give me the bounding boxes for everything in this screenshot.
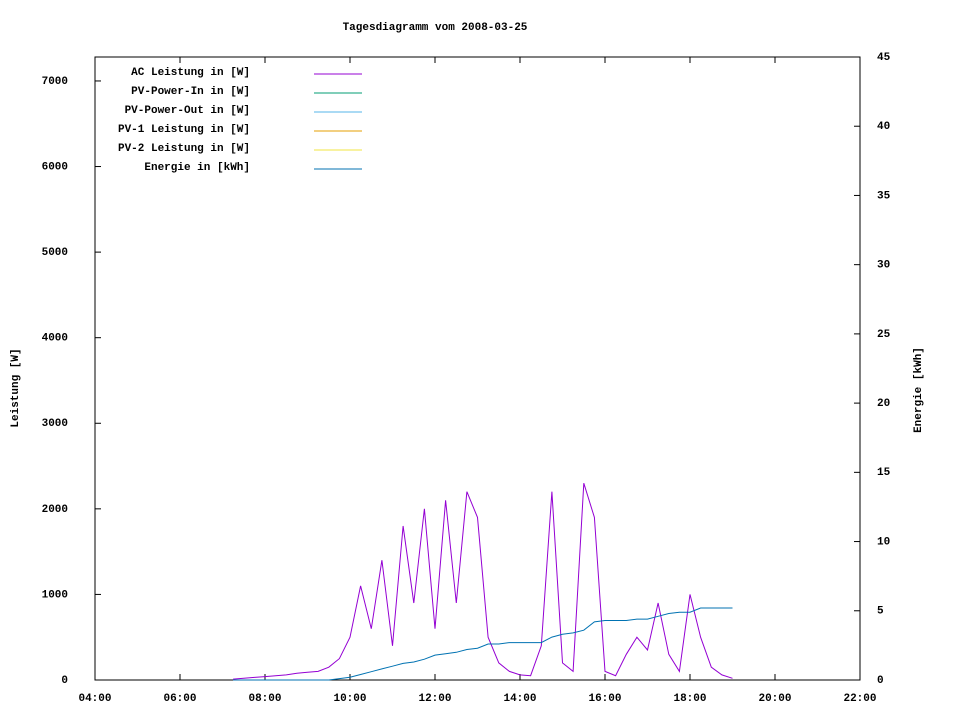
y2-tick-label: 0 <box>877 675 884 687</box>
x-tick-label: 10:00 <box>333 693 366 705</box>
y-tick-label: 5000 <box>42 247 68 259</box>
y2-tick-label: 30 <box>877 260 890 272</box>
chart-title: Tagesdiagramm vom 2008-03-25 <box>343 22 528 34</box>
y2-tick-label: 35 <box>877 190 891 202</box>
legend-label: AC Leistung in [W] <box>131 67 250 79</box>
y2-tick-label: 20 <box>877 398 890 410</box>
y2-tick-label: 45 <box>877 52 891 64</box>
x-tick-label: 14:00 <box>503 693 536 705</box>
y-axis-label: Leistung [W] <box>10 348 22 427</box>
x-tick-label: 08:00 <box>248 693 281 705</box>
y-tick-label: 3000 <box>42 418 68 430</box>
x-tick-label: 20:00 <box>758 693 791 705</box>
y-tick-label: 4000 <box>42 333 68 345</box>
y2-tick-label: 5 <box>877 606 884 618</box>
y-tick-label: 7000 <box>42 76 68 88</box>
x-tick-label: 04:00 <box>78 693 111 705</box>
y-tick-label: 2000 <box>42 504 68 516</box>
legend-label: PV-1 Leistung in [W] <box>118 124 250 136</box>
y-tick-label: 0 <box>61 675 68 687</box>
legend-label: Energie in [kWh] <box>144 162 250 174</box>
y2-axis-label: Energie [kWh] <box>913 347 925 433</box>
x-tick-label: 22:00 <box>843 693 876 705</box>
y2-tick-label: 40 <box>877 121 890 133</box>
y2-tick-label: 15 <box>877 467 891 479</box>
x-tick-label: 06:00 <box>163 693 196 705</box>
x-tick-label: 16:00 <box>588 693 621 705</box>
legend-label: PV-Power-Out in [W] <box>125 105 250 117</box>
legend-label: PV-Power-In in [W] <box>131 86 250 98</box>
x-tick-label: 12:00 <box>418 693 451 705</box>
y-tick-label: 1000 <box>42 589 68 601</box>
plot-frame <box>94 56 861 681</box>
series-line <box>233 483 733 680</box>
y-tick-label: 6000 <box>42 161 68 173</box>
legend-label: PV-2 Leistung in [W] <box>118 143 250 155</box>
y2-tick-label: 25 <box>877 329 891 341</box>
y2-tick-label: 10 <box>877 536 890 548</box>
series-line <box>233 607 733 681</box>
x-tick-label: 18:00 <box>673 693 706 705</box>
